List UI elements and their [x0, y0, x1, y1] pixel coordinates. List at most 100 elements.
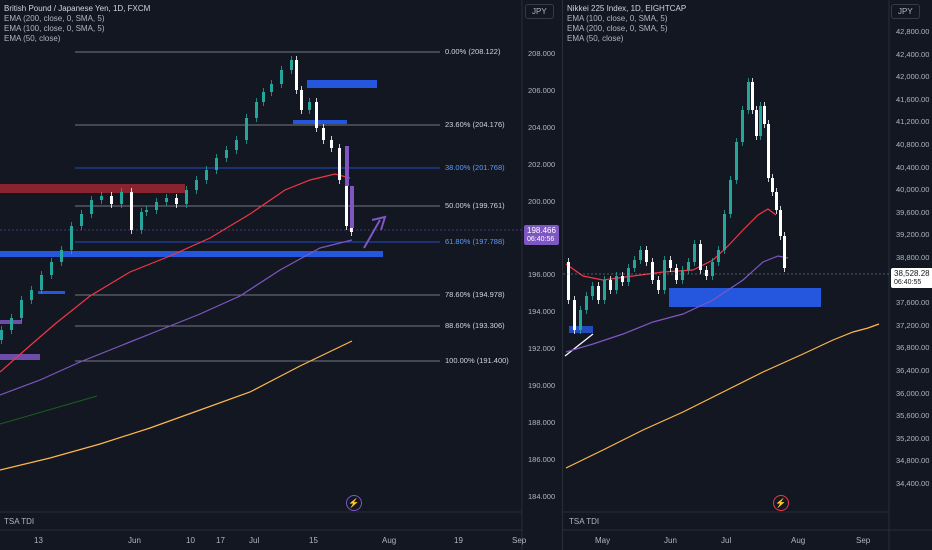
left-x-label-6: Aug	[382, 536, 397, 545]
candle-body	[603, 280, 606, 300]
right-current-price: 38,528.28	[894, 269, 930, 278]
left-chart-canvas[interactable]	[0, 0, 562, 550]
candle-body	[90, 200, 93, 214]
left-currency-button[interactable]: JPY	[525, 4, 554, 19]
right-price-tick: 35,200.00	[896, 433, 930, 443]
right-price-tick: 40,400.00	[896, 162, 930, 172]
candle-body	[615, 276, 618, 290]
right-x-label-2: Jul	[721, 536, 732, 545]
candle-body	[290, 60, 293, 70]
fib-label-1000: 100.00% (191.400)	[445, 356, 509, 365]
left-purple-zone-2	[0, 354, 40, 360]
candle-body	[270, 84, 273, 92]
candle-body	[262, 92, 265, 102]
candle-body	[759, 106, 762, 136]
right-ema200-label[interactable]: EMA (200, close, 0, SMA, 5)	[567, 24, 668, 33]
right-bolt-icon[interactable]: ⚡	[773, 495, 789, 511]
left-x-label-7: 19	[454, 536, 463, 545]
candle-body	[663, 260, 666, 290]
left-ema200-label[interactable]: EMA (200, close, 0, SMA, 5)	[4, 14, 105, 23]
fib-lines	[75, 51, 440, 362]
left-price-tick: 194.000	[528, 307, 556, 317]
right-price-tick: 42,000.00	[896, 72, 930, 82]
left-indicator-label[interactable]: TSA TDI	[4, 517, 35, 526]
right-ema50-label[interactable]: EMA (50, close)	[567, 34, 624, 43]
right-price-tick: 41,600.00	[896, 94, 930, 104]
candle-body	[120, 192, 123, 204]
left-price-tick: 204.000	[528, 122, 556, 132]
candle-body	[350, 186, 354, 228]
right-chart-canvas[interactable]	[563, 0, 932, 550]
left-ema50-label[interactable]: EMA (50, close)	[4, 34, 61, 43]
candle-body	[585, 296, 588, 310]
right-price-tick: 34,800.00	[896, 456, 930, 466]
candle-body	[185, 190, 188, 204]
right-price-tick: 36,800.00	[896, 343, 930, 353]
candle-body	[669, 260, 672, 268]
left-red-resistance-zone	[0, 184, 185, 193]
fib-label-0: 0.00% (208.122)	[445, 47, 501, 56]
right-price-tick: 40,000.00	[896, 185, 930, 195]
left-price-tick: 196.000	[528, 270, 556, 280]
candle-body	[693, 244, 696, 262]
candle-body	[775, 192, 778, 210]
left-x-label-2: 10	[186, 536, 195, 545]
left-candles	[0, 56, 354, 344]
candle-body	[300, 90, 303, 110]
candle-body	[767, 124, 770, 178]
right-countdown: 06:40:55	[894, 279, 922, 286]
candle-body	[215, 158, 218, 170]
candle-body	[140, 212, 143, 230]
candle-body	[0, 330, 3, 340]
candle-body	[205, 170, 208, 180]
right-ema100-line	[565, 255, 789, 353]
right-ema50-line	[565, 208, 777, 281]
candle-body	[225, 150, 228, 158]
fib-label-236: 23.60% (204.176)	[445, 120, 505, 129]
left-symbol-title[interactable]: British Pound / Japanese Yen, 1D, FXCM	[4, 4, 151, 13]
right-price-tick: 39,200.00	[896, 230, 930, 240]
candle-body	[747, 82, 750, 110]
candle-body	[295, 60, 298, 90]
right-current-price-tag: 38,528.28 06:40:55	[891, 268, 932, 288]
fib-label-786: 78.60% (194.978)	[445, 290, 505, 299]
fib-label-886: 88.60% (193.306)	[445, 321, 505, 330]
candle-body	[751, 82, 754, 110]
candle-body	[80, 214, 83, 226]
candle-body	[645, 250, 648, 262]
left-zone-mid	[293, 120, 347, 124]
fib-label-500: 50.00% (199.761)	[445, 201, 505, 210]
candle-body	[330, 140, 333, 148]
left-ema100-label[interactable]: EMA (100, close, 0, SMA, 5)	[4, 24, 105, 33]
candle-body	[60, 250, 63, 262]
right-price-tick: 37,600.00	[896, 298, 930, 308]
right-indicator-label[interactable]: TSA TDI	[569, 517, 600, 526]
left-countdown: 06:40:56	[527, 236, 555, 243]
left-x-label-3: 17	[216, 536, 225, 545]
left-zone-low	[38, 291, 65, 294]
candle-body	[315, 102, 318, 128]
right-price-tick: 40,800.00	[896, 140, 930, 149]
right-candles	[567, 78, 786, 334]
candle-body	[779, 210, 782, 236]
left-bolt-icon[interactable]: ⚡	[346, 495, 362, 511]
candle-body	[699, 244, 702, 270]
left-ema100-line	[0, 239, 353, 396]
left-price-tick: 200.000	[528, 196, 556, 206]
nikkei-chart-pane[interactable]: Nikkei 225 Index, 1D, EIGHTCAP EMA (100,…	[562, 0, 932, 550]
gbpjpy-chart-pane[interactable]: British Pound / Japanese Yen, 1D, FXCM E…	[0, 0, 562, 550]
candle-body	[255, 102, 258, 118]
candle-body	[579, 310, 582, 330]
candle-body	[20, 300, 23, 318]
candle-body	[627, 268, 630, 282]
candle-body	[651, 262, 654, 280]
left-current-price: 198.466	[527, 226, 556, 235]
fib-label-380: 38.00% (201.768)	[445, 163, 505, 172]
candle-body	[175, 198, 178, 204]
candle-body	[350, 226, 353, 232]
fib-label-618: 61.80% (197.788)	[445, 237, 505, 246]
right-ema100-label[interactable]: EMA (100, close, 0, SMA, 5)	[567, 14, 668, 23]
right-symbol-title[interactable]: Nikkei 225 Index, 1D, EIGHTCAP	[567, 4, 687, 13]
right-currency-button[interactable]: JPY	[891, 4, 920, 19]
candle-body	[705, 270, 708, 276]
